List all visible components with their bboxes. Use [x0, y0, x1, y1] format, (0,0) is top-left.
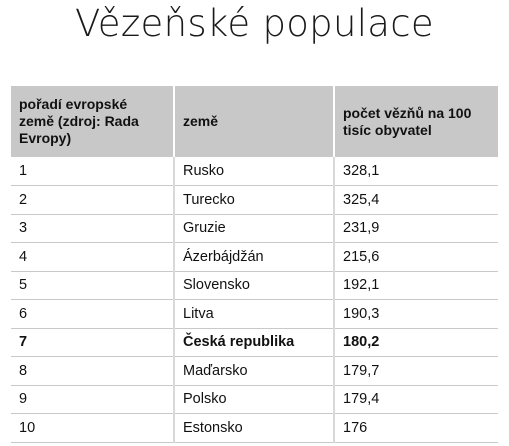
table-row: 5 Slovensko 192,1 [11, 271, 498, 300]
country-cell: Gruzie [174, 214, 335, 243]
table-header-row: pořadí evropské země (zdroj: Rada Evropy… [11, 86, 498, 157]
header-rank: pořadí evropské země (zdroj: Rada Evropy… [11, 86, 175, 157]
rate-cell: 192,1 [334, 271, 498, 300]
rate-cell: 328,1 [334, 157, 498, 186]
prison-population-table: pořadí evropské země (zdroj: Rada Evropy… [11, 86, 498, 443]
country-cell: Maďarsko [174, 356, 335, 386]
rate-cell: 179,4 [334, 385, 498, 414]
country-cell: Rusko [174, 157, 335, 186]
rate-cell: 231,9 [334, 214, 498, 243]
table-row: 3 Gruzie 231,9 [11, 214, 498, 243]
slide-title: Vězeňské populace [75, 2, 434, 45]
rate-cell: 325,4 [334, 185, 498, 215]
country-cell: Ázerbájdžán [174, 242, 335, 272]
header-country: země [174, 86, 335, 157]
rank-cell: 10 [11, 413, 175, 443]
rate-cell: 190,3 [334, 299, 498, 329]
table-row: 9 Polsko 179,4 [11, 385, 498, 414]
country-cell: Polsko [174, 385, 335, 414]
country-cell: Estonsko [174, 413, 335, 443]
rate-cell: 176 [334, 413, 498, 443]
country-cell: Česká republika [174, 328, 335, 357]
rate-cell: 215,6 [334, 242, 498, 272]
rank-cell: 1 [11, 157, 175, 186]
country-cell: Slovensko [174, 271, 335, 300]
rank-cell: 5 [11, 271, 175, 300]
rank-cell: 3 [11, 214, 175, 243]
table-row: 4 Ázerbájdžán 215,6 [11, 242, 498, 272]
header-rate: počet vězňů na 100 tisíc obyvatel [334, 86, 498, 157]
country-cell: Turecko [174, 185, 335, 215]
rank-cell: 7 [11, 328, 175, 357]
table-row: 7 Česká republika 180,2 [11, 328, 498, 357]
country-cell: Litva [174, 299, 335, 329]
rate-cell: 179,7 [334, 356, 498, 386]
table-row: 1 Rusko 328,1 [11, 157, 498, 186]
table-row: 10 Estonsko 176 [11, 413, 498, 443]
rank-cell: 9 [11, 385, 175, 414]
rank-cell: 2 [11, 185, 175, 215]
table-row: 6 Litva 190,3 [11, 299, 498, 329]
rate-cell: 180,2 [334, 328, 498, 357]
rank-cell: 4 [11, 242, 175, 272]
table-row: 2 Turecko 325,4 [11, 185, 498, 215]
rank-cell: 6 [11, 299, 175, 329]
table-row: 8 Maďarsko 179,7 [11, 356, 498, 386]
rank-cell: 8 [11, 356, 175, 386]
